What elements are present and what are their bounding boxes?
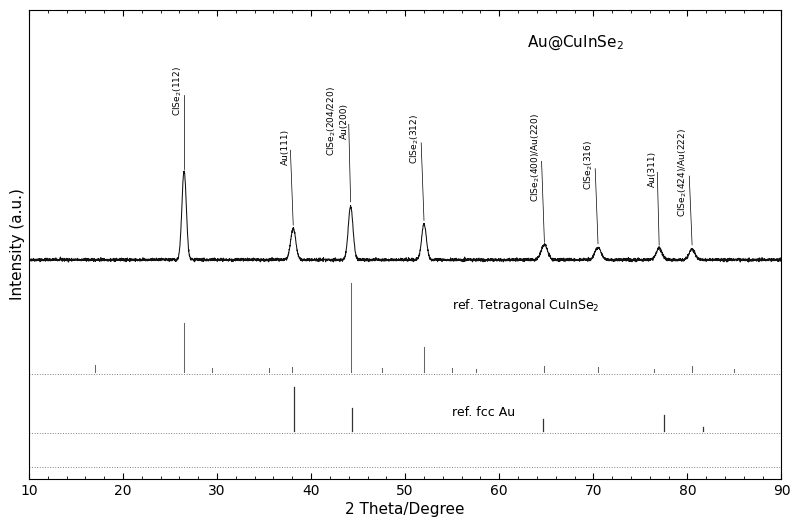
Y-axis label: Intensity (a.u.): Intensity (a.u.): [10, 189, 25, 300]
Text: CISe$_2$(204/220)
Au(200): CISe$_2$(204/220) Au(200): [326, 86, 349, 155]
X-axis label: 2 Theta/Degree: 2 Theta/Degree: [346, 502, 465, 518]
Text: Au@CuInSe$_2$: Au@CuInSe$_2$: [527, 34, 624, 52]
Text: ref. Tetragonal CuInSe$_2$: ref. Tetragonal CuInSe$_2$: [452, 297, 600, 314]
Text: CISe$_2$(312): CISe$_2$(312): [409, 114, 421, 164]
Text: CISe$_2$(112): CISe$_2$(112): [172, 66, 184, 116]
Text: CISe$_2$(424)/Au(222): CISe$_2$(424)/Au(222): [677, 128, 690, 217]
Text: Au(111): Au(111): [282, 129, 290, 164]
Text: CISe$_2$(316): CISe$_2$(316): [582, 140, 595, 190]
Text: Au(311): Au(311): [648, 151, 658, 187]
Text: CISe$_2$(400)/Au(220): CISe$_2$(400)/Au(220): [529, 113, 542, 202]
Text: ref. fcc Au: ref. fcc Au: [452, 406, 515, 419]
